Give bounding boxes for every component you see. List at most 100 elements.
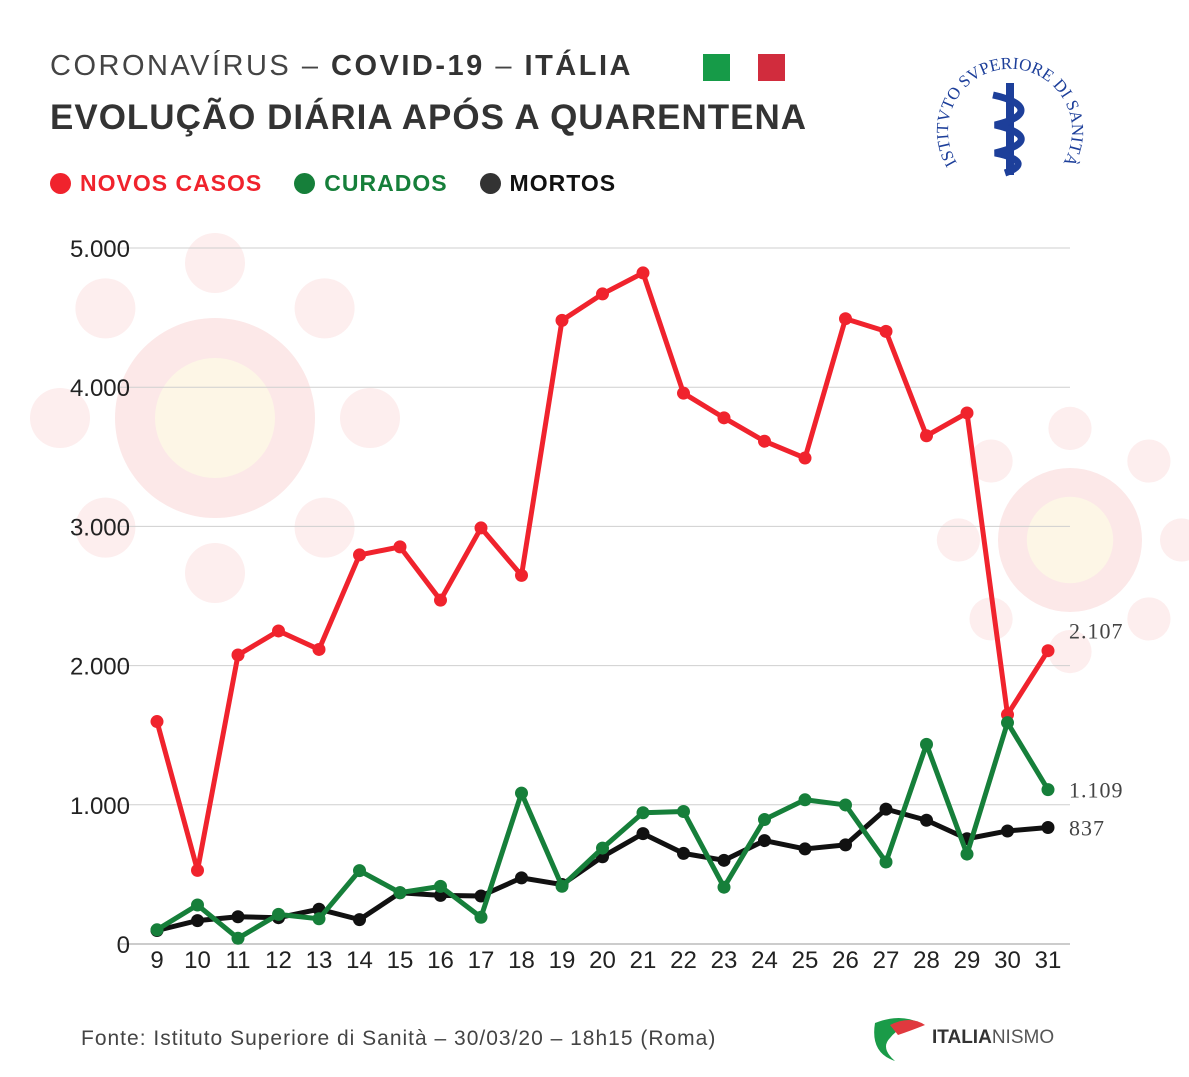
data-point: [717, 853, 731, 867]
data-point: [1041, 783, 1055, 797]
virus-spike: [30, 388, 90, 448]
virus-spike: [1048, 406, 1092, 450]
data-point: [920, 737, 933, 751]
virus-spike: [75, 278, 136, 339]
x-tick-label: 25: [792, 947, 819, 974]
x-tick-label: 14: [346, 947, 373, 974]
x-tick-label: 24: [751, 947, 778, 974]
legend-item-novos-casos: NOVOS CASOS: [50, 170, 262, 197]
data-point: [920, 429, 933, 443]
italianismo-logo: ITALIA NISMO: [870, 1013, 1054, 1063]
title-covid: COVID-19: [331, 50, 485, 82]
virus-core: [1026, 496, 1114, 584]
x-tick-label: 23: [711, 947, 738, 974]
virus-spike: [185, 233, 245, 293]
data-point: [150, 923, 164, 937]
x-tick-label: 31: [1035, 947, 1062, 974]
title-country: ITÁLIA: [524, 50, 633, 82]
data-point: [758, 813, 771, 827]
data-point: [677, 386, 690, 400]
series-line-1: [155, 720, 1051, 941]
virus-spike: [936, 518, 981, 562]
data-point: [1041, 820, 1055, 834]
x-tick-label: 29: [954, 947, 981, 974]
data-point: [434, 593, 447, 607]
legend-label: MORTOS: [509, 170, 617, 196]
data-point: [434, 888, 447, 902]
italianismo-logo-icon: [874, 1018, 925, 1061]
data-point: [272, 624, 285, 638]
end-value-label: 2.107: [1069, 619, 1124, 644]
data-point: [393, 886, 407, 900]
y-tick-label: 5.000: [70, 236, 130, 263]
data-point: [839, 838, 852, 852]
data-point: [920, 813, 933, 827]
y-tick-label: 3.000: [70, 514, 130, 541]
legend-label: NOVOS CASOS: [80, 170, 263, 196]
data-point: [191, 898, 204, 912]
data-point: [717, 880, 731, 894]
legend-item-mortos: MORTOS: [479, 170, 617, 197]
flag-red-square: [758, 54, 785, 81]
x-tick-label: 30: [994, 947, 1021, 974]
data-point: [555, 879, 569, 893]
legend-dot: [50, 173, 71, 194]
data-point: [879, 855, 893, 869]
x-tick-label: 9: [150, 947, 163, 974]
data-point: [231, 910, 245, 924]
data-point: [879, 324, 893, 338]
data-point: [960, 847, 974, 861]
data-point: [555, 313, 569, 327]
virus-spike: [969, 439, 1013, 483]
data-point: [717, 411, 731, 425]
data-point: [272, 907, 285, 921]
x-tick-label: 22: [670, 947, 697, 974]
end-value-label: 837: [1069, 815, 1105, 840]
virus-spike: [1160, 518, 1189, 562]
virus-spike: [294, 497, 355, 558]
data-point: [839, 798, 852, 812]
data-point: [353, 864, 366, 878]
x-tick-label: 19: [549, 947, 576, 974]
data-point: [474, 521, 488, 535]
data-point: [515, 786, 528, 800]
x-tick-label: 10: [184, 947, 211, 974]
legend-dot: [294, 173, 316, 194]
data-point: [515, 871, 528, 885]
source-note: Fonte: Istituto Superiore di Sanità – 30…: [81, 1027, 717, 1050]
virus-spike: [1127, 439, 1171, 483]
data-point: [798, 793, 812, 807]
data-point: [798, 451, 812, 465]
y-tick-label: 1.000: [70, 793, 130, 820]
x-tick-label: 15: [387, 947, 414, 974]
x-tick-label: 13: [306, 947, 333, 974]
virus-spike: [1127, 597, 1171, 641]
data-point: [474, 910, 488, 924]
y-tick-label: 4.000: [70, 375, 130, 402]
data-point: [312, 642, 326, 656]
data-point: [677, 804, 690, 818]
virus-spike: [185, 543, 245, 603]
virus-spike: [75, 497, 136, 558]
x-tick-label: 12: [265, 947, 292, 974]
x-tick-label: 28: [913, 947, 940, 974]
data-point: [474, 889, 488, 903]
data-point: [434, 879, 447, 893]
legend-dot: [479, 173, 501, 194]
data-point: [191, 914, 204, 928]
data-point: [596, 287, 609, 301]
end-value-label: 1.109: [1069, 778, 1124, 803]
data-point: [312, 912, 326, 926]
x-tick-label: 20: [589, 947, 616, 974]
virus-spike: [340, 388, 400, 448]
x-tick-label: 18: [508, 947, 535, 974]
data-point: [1041, 644, 1055, 658]
virus-spike: [294, 278, 355, 339]
x-tick-label: 17: [468, 947, 495, 974]
brand-part-1: ITALIA: [932, 1027, 992, 1048]
data-point: [191, 863, 204, 877]
title-prefix: CORONAVÍRUS –: [50, 50, 332, 82]
x-tick-label: 21: [630, 947, 657, 974]
data-point: [636, 827, 650, 841]
